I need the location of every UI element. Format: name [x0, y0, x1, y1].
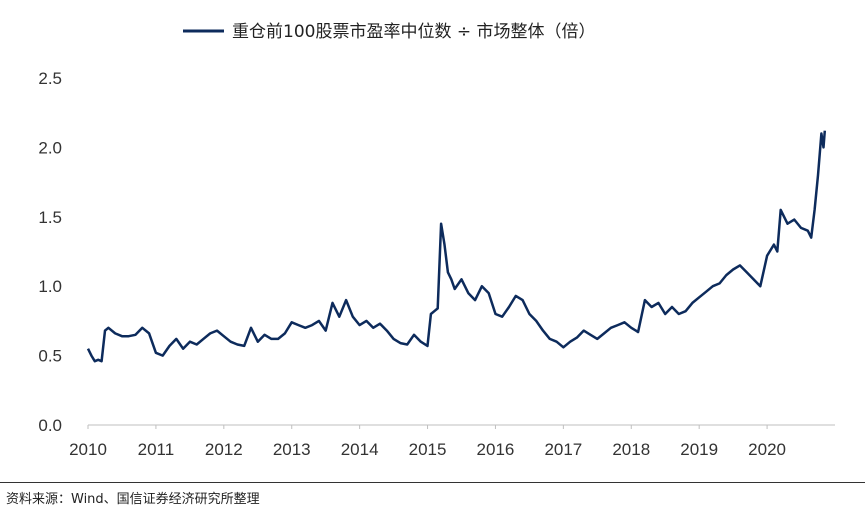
legend-label: 重仓前100股票市盈率中位数 ÷ 市场整体（倍）	[232, 22, 596, 42]
y-tick-label: 2.0	[38, 138, 62, 157]
x-tick-label: 2016	[477, 440, 515, 459]
series-layer	[86, 130, 827, 363]
x-tick-label: 2012	[205, 440, 243, 459]
y-tick-label: 2.5	[38, 69, 62, 88]
y-tick-label: 1.5	[38, 208, 62, 227]
x-axis-ticks: 2010 2011 2012 2013 2014 2015 2016 2017 2018 2019…	[69, 425, 786, 459]
x-tick-label: 2020	[748, 440, 786, 459]
x-tick-label: 2019	[680, 440, 718, 459]
x-tick-label: 2010	[69, 440, 107, 459]
x-tick-label: 2018	[612, 440, 650, 459]
y-tick-label: 0.5	[38, 347, 62, 366]
y-axis-ticks: 0.0 0.5 1.0 1.5 2.0 2.5	[38, 69, 62, 435]
source-divider	[0, 482, 865, 483]
x-tick-label: 2014	[341, 440, 379, 459]
x-tick-label: 2015	[409, 440, 447, 459]
y-tick-label: 1.0	[38, 277, 62, 296]
series-line-0	[86, 130, 827, 363]
y-tick-label: 0.0	[38, 416, 62, 435]
x-tick-label: 2011	[138, 440, 175, 459]
x-tick-label: 2017	[544, 440, 582, 459]
legend: 重仓前100股票市盈率中位数 ÷ 市场整体（倍）	[183, 22, 596, 42]
source-note: 资料来源：Wind、国信证券经济研究所整理	[6, 492, 260, 507]
x-tick-label: 2013	[273, 440, 311, 459]
